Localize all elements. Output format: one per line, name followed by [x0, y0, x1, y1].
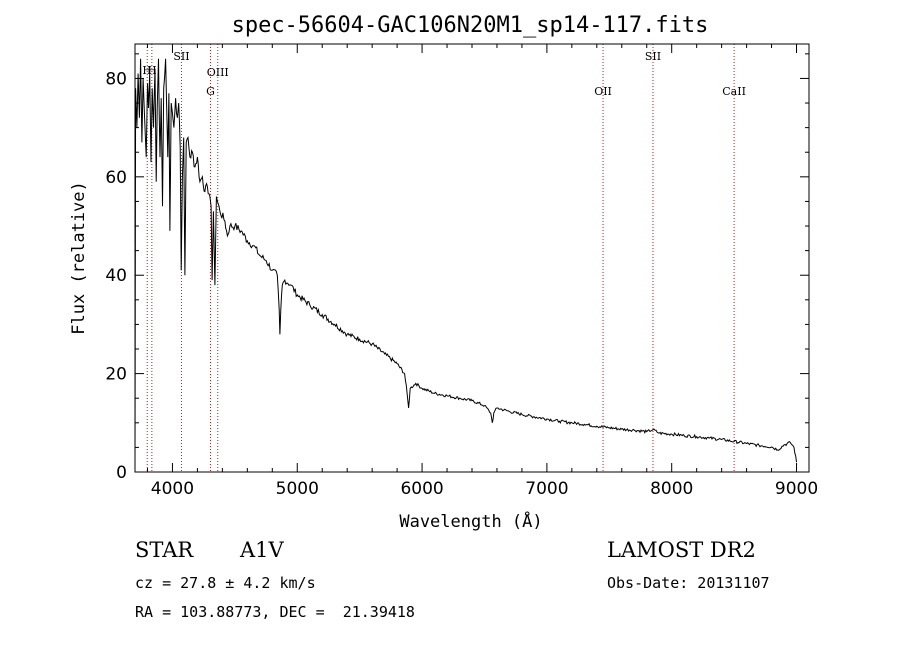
redshift-velocity: cz = 27.8 ± 4.2 km/s	[135, 574, 316, 592]
x-tick-label-9000: 9000	[775, 479, 818, 499]
y-tick-label-80: 80	[105, 69, 127, 89]
y-tick-label-40: 40	[105, 266, 127, 286]
marker-label-G: G	[206, 85, 215, 98]
marker-label-H: H	[142, 64, 152, 77]
x-tick-label-4000: 4000	[151, 479, 194, 499]
plot-frame	[134, 43, 810, 473]
ra-dec-coordinates: RA = 103.88773, DEC = 21.39418	[135, 603, 415, 621]
x-tick-label-6000: 6000	[400, 479, 443, 499]
marker-label-OIII: OIII	[207, 66, 229, 79]
x-tick-label-5000: 5000	[276, 479, 319, 499]
chart-title: spec-56604-GAC106N20M1_sp14-117.fits	[232, 13, 709, 38]
y-axis-ticks: 0 20 40 60 80	[105, 53, 809, 483]
flux-line	[134, 58, 797, 468]
y-tick-label-20: 20	[105, 365, 127, 385]
x-tick-label-8000: 8000	[650, 479, 693, 499]
x-tick-label-7000: 7000	[525, 479, 568, 499]
marker-label-SII: SII	[173, 50, 189, 63]
marker-label-SII: SII	[645, 50, 661, 63]
y-axis-label: Flux (relative)	[69, 181, 89, 335]
marker-label-OII: OII	[594, 85, 612, 98]
y-tick-label-60: 60	[105, 168, 127, 188]
spectrum-series	[134, 58, 797, 468]
marker-label-H: H	[147, 64, 157, 77]
x-axis-ticks: 4000 5000 6000 7000 8000 9000	[146, 44, 818, 499]
object-subclass: A1V	[240, 538, 284, 562]
x-axis-label: Wavelength (Å)	[399, 510, 542, 532]
spectral-line-markers: HH SII G OIII OII SII CaII	[142, 44, 746, 472]
object-class: STAR	[135, 538, 194, 562]
observation-date: Obs-Date: 20131107	[607, 574, 770, 592]
y-tick-label-0: 0	[116, 463, 127, 483]
marker-label-CaII: CaII	[722, 85, 746, 98]
survey-name: LAMOST DR2	[607, 538, 756, 562]
